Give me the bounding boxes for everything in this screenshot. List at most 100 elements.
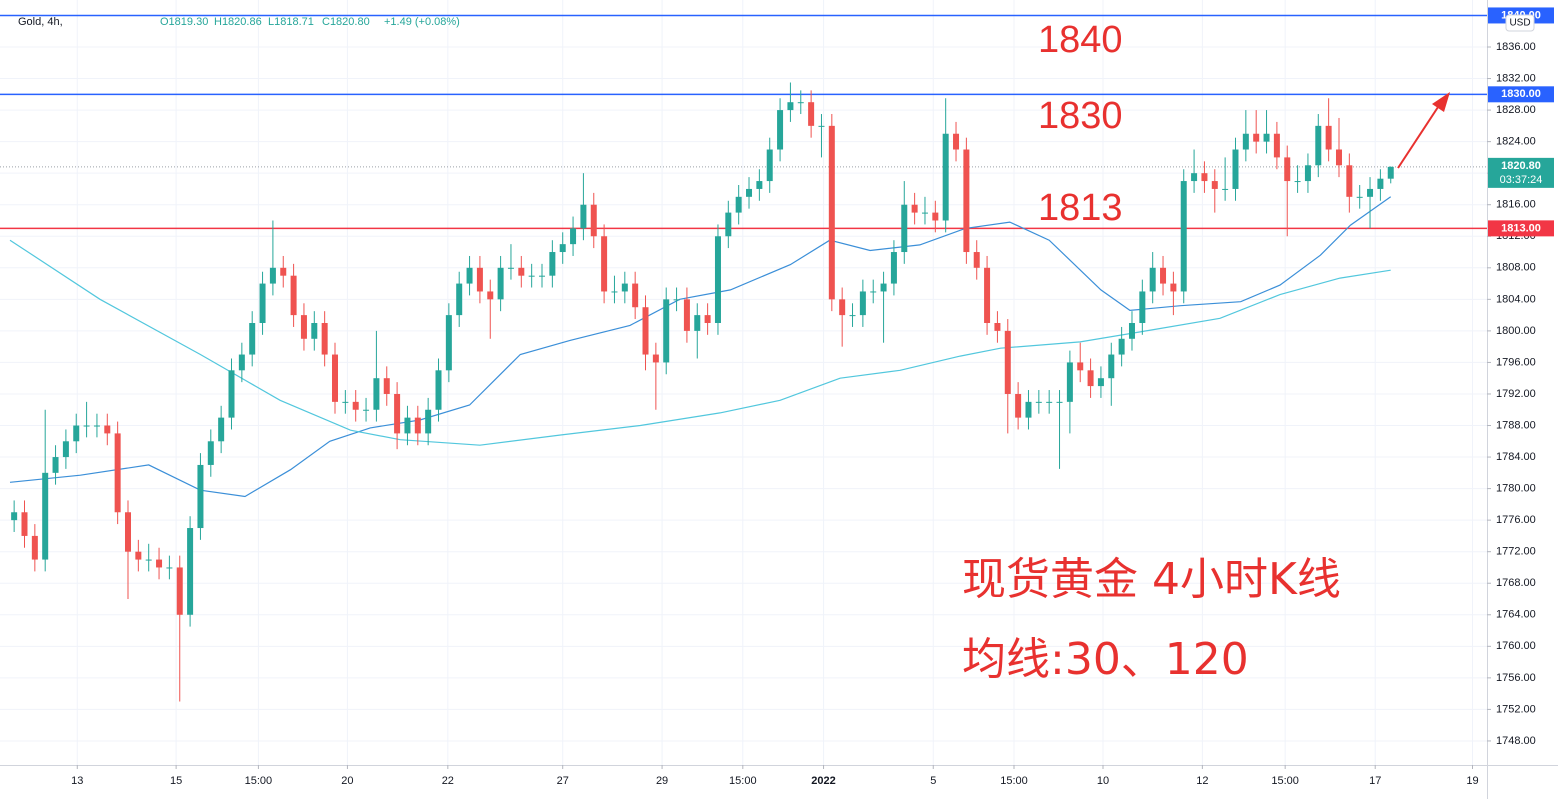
candle-body bbox=[921, 212, 928, 214]
candle-body bbox=[73, 425, 80, 442]
candle-body bbox=[1284, 157, 1291, 182]
y-tick-label: 1764.00 bbox=[1496, 609, 1536, 621]
candle-body bbox=[135, 551, 142, 560]
candle-body bbox=[1253, 133, 1260, 142]
candle-body bbox=[332, 354, 339, 402]
candle-body bbox=[694, 315, 701, 331]
candle-body bbox=[1377, 178, 1384, 189]
candle-body bbox=[445, 315, 452, 371]
candle-body bbox=[1367, 188, 1374, 197]
x-tick-label: 17 bbox=[1369, 775, 1381, 787]
candle-body bbox=[735, 196, 742, 213]
x-tick-label: 15:00 bbox=[1271, 775, 1299, 787]
candle-body bbox=[518, 267, 525, 276]
price-label-box bbox=[1488, 86, 1554, 103]
candle-body bbox=[1335, 149, 1342, 166]
candle-body bbox=[828, 125, 835, 300]
candle-body bbox=[590, 204, 597, 237]
y-tick-label: 1800.00 bbox=[1496, 325, 1536, 337]
candle-body bbox=[714, 236, 721, 324]
candle-body bbox=[1149, 267, 1156, 292]
last-price-label: 1820.80 bbox=[1501, 160, 1541, 172]
candle-body bbox=[1242, 133, 1249, 150]
currency[interactable]: USD bbox=[1509, 18, 1530, 29]
y-tick-label: 1756.00 bbox=[1496, 672, 1536, 684]
candle-body bbox=[249, 323, 256, 355]
candle-body bbox=[425, 409, 432, 434]
candle-body bbox=[290, 275, 297, 316]
candle-body bbox=[870, 291, 877, 293]
candle-body bbox=[466, 267, 473, 284]
candle-body bbox=[228, 370, 235, 418]
candle-body bbox=[973, 252, 980, 268]
candle-body bbox=[539, 275, 546, 277]
candle-body bbox=[104, 425, 111, 434]
arrow bbox=[1397, 103, 1441, 169]
candle-body bbox=[52, 457, 59, 473]
y-tick-label: 1768.00 bbox=[1496, 577, 1536, 589]
candle-body bbox=[124, 512, 131, 552]
currency-box[interactable] bbox=[1505, 14, 1535, 32]
x-tick-label: 15:00 bbox=[1000, 775, 1028, 787]
candle-body bbox=[570, 228, 577, 245]
candle-body bbox=[1191, 173, 1198, 182]
candle-body bbox=[652, 354, 659, 363]
x-tick-label: 27 bbox=[557, 775, 569, 787]
candle-body bbox=[404, 417, 411, 434]
candle-body bbox=[156, 559, 163, 568]
y-tick-label: 1752.00 bbox=[1496, 703, 1536, 715]
candle-body bbox=[549, 252, 556, 276]
candle-body bbox=[663, 299, 670, 363]
arrow-head bbox=[1432, 92, 1450, 112]
candle-body bbox=[414, 417, 421, 434]
annotation: 1830 bbox=[1038, 95, 1123, 137]
candle-body bbox=[580, 204, 587, 229]
ohlc-open: O1819.30 bbox=[160, 16, 208, 28]
y-tick-label: 1772.00 bbox=[1496, 546, 1536, 558]
candle-body bbox=[394, 393, 401, 434]
candle-body bbox=[166, 567, 173, 569]
candle-body bbox=[839, 299, 846, 316]
y-tick-label: 1832.00 bbox=[1496, 72, 1536, 84]
candle-body bbox=[1118, 338, 1125, 355]
candle-body bbox=[1087, 370, 1094, 387]
x-tick-label: 10 bbox=[1097, 775, 1109, 787]
candle-body bbox=[942, 133, 949, 221]
candle-body bbox=[808, 102, 815, 126]
candle-body bbox=[1097, 378, 1104, 387]
candle-body bbox=[207, 441, 214, 465]
candle-body bbox=[1025, 401, 1032, 418]
moving-average bbox=[9, 196, 1392, 498]
candle-body bbox=[911, 204, 918, 213]
candle-body bbox=[1232, 149, 1239, 189]
candle-body bbox=[1077, 362, 1084, 371]
candle-body bbox=[476, 267, 483, 292]
candle-body bbox=[280, 267, 287, 276]
candle-body bbox=[621, 283, 628, 292]
candle-body bbox=[487, 291, 494, 300]
y-tick-label: 1816.00 bbox=[1496, 199, 1536, 211]
x-tick-label: 15:00 bbox=[729, 775, 757, 787]
ohlc-close: C1820.80 bbox=[322, 16, 370, 28]
candle-body bbox=[435, 370, 442, 410]
candle-body bbox=[1211, 181, 1218, 189]
x-tick-label: 15:00 bbox=[245, 775, 273, 787]
candle-body bbox=[984, 267, 991, 324]
candle-body bbox=[1222, 188, 1229, 190]
price-label: 1813.00 bbox=[1501, 222, 1541, 234]
x-tick-label: 22 bbox=[442, 775, 454, 787]
annotation: 1813 bbox=[1038, 187, 1123, 229]
candle-body bbox=[93, 425, 100, 427]
candle-body bbox=[363, 409, 370, 411]
candle-body bbox=[1004, 330, 1011, 394]
candle-body bbox=[1015, 393, 1022, 418]
candle-body bbox=[1315, 125, 1322, 166]
candle-body bbox=[673, 299, 680, 301]
candle-body bbox=[1201, 173, 1208, 182]
candle-body bbox=[197, 464, 204, 529]
candle-body bbox=[1294, 181, 1301, 183]
plot bbox=[0, 14, 1487, 702]
x-tick-label: 13 bbox=[71, 775, 83, 787]
